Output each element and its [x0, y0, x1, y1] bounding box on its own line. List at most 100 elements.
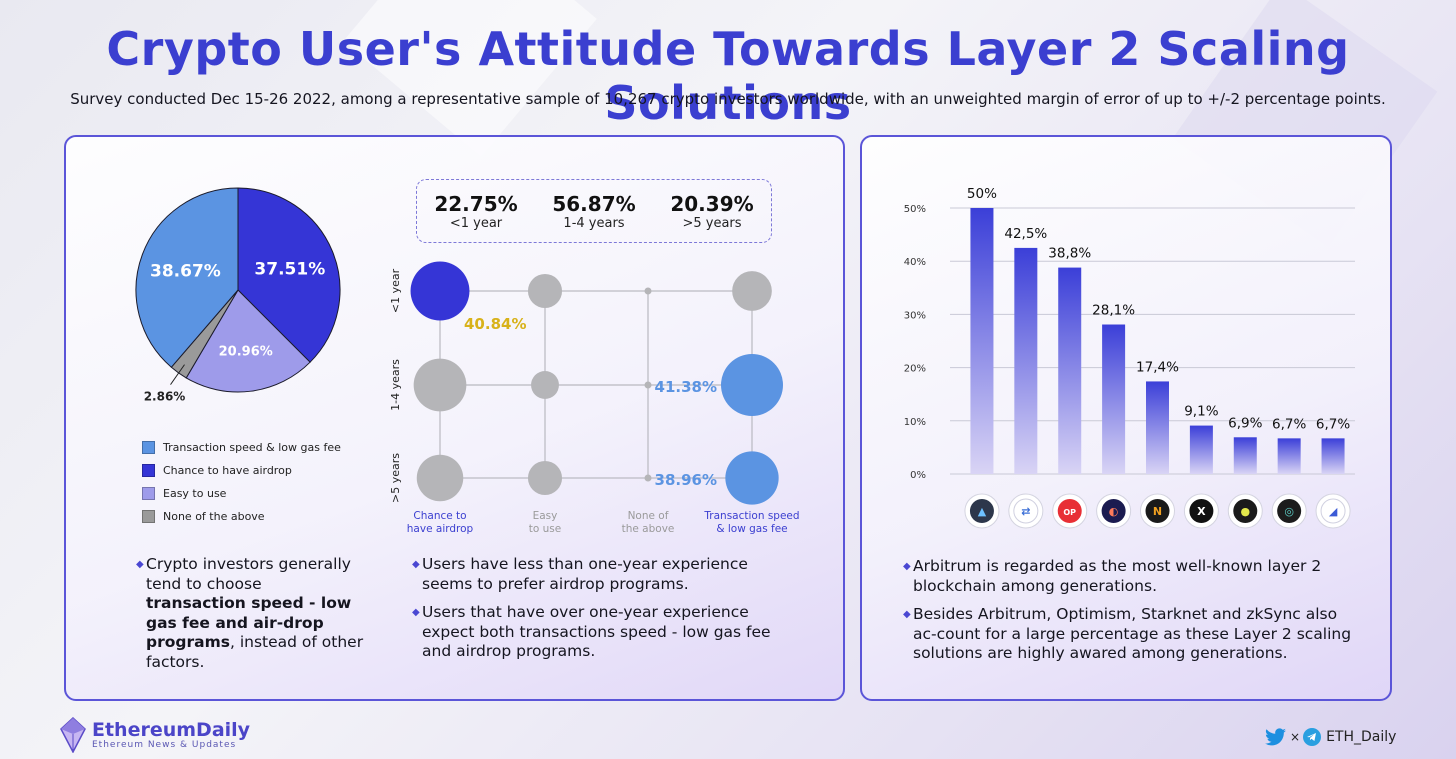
- right-panel: [860, 135, 1392, 701]
- bar-value-label: 17,4%: [1136, 359, 1179, 375]
- bullet-icon: ◆: [136, 559, 144, 570]
- matrix-column-label: the above: [622, 523, 675, 535]
- twitter-icon[interactable]: [1265, 728, 1287, 746]
- icon-disc: [1233, 499, 1258, 523]
- note-text: Users that have over one-year experience…: [422, 603, 771, 660]
- stat-less-1-year: 22.75% <1 year: [434, 192, 517, 231]
- note-text: Crypto investors generally tend to choos…: [146, 555, 351, 593]
- matrix-column-label: None of: [628, 510, 669, 522]
- matrix-bubble: [644, 474, 652, 482]
- y-tick-label: 20%: [904, 364, 926, 375]
- stat-value: 56.87%: [552, 191, 636, 216]
- page-title: Crypto User's Attitude Towards Layer 2 S…: [106, 22, 1350, 130]
- matrix-bubble: [644, 287, 652, 295]
- note-paragraph: ◆ Crypto investors generally tend to cho…: [136, 555, 366, 672]
- matrix-row-label: <1 year: [389, 268, 402, 313]
- note-paragraph: ◆ Users that have over one-year experien…: [412, 603, 782, 662]
- matrix-row-label: 1-4 years: [389, 359, 402, 411]
- bar: [1233, 437, 1257, 474]
- y-tick-label: 0%: [910, 470, 926, 481]
- matrix-column-label: Chance to: [413, 510, 466, 522]
- separator-x: ×: [1290, 730, 1301, 744]
- legend-item: Easy to use: [142, 482, 341, 505]
- note-text: Users have less than one-year experience…: [422, 555, 748, 593]
- matrix-highlight-label: 41.38%: [655, 378, 717, 396]
- matrix-highlight-label: 40.84%: [464, 315, 526, 333]
- icon-disc: [1320, 498, 1346, 524]
- bar-value-label: 6,7%: [1272, 416, 1306, 432]
- pie-slice-label: 38.67%: [150, 261, 221, 281]
- bar-value-label: 9,1%: [1184, 404, 1218, 420]
- brand-logo: EthereumDaily Ethereum News & Updates: [60, 717, 250, 753]
- bar: [970, 208, 994, 474]
- matrix-bubble: [725, 451, 779, 505]
- note-right: ◆ Arbitrum is regarded as the most well-…: [903, 557, 1363, 673]
- bar: [1014, 247, 1038, 474]
- icon-glyph: ◎: [1284, 505, 1294, 518]
- legend-item: None of the above: [142, 505, 341, 528]
- pie-slice: [135, 187, 239, 368]
- matrix-bubble: [721, 354, 783, 416]
- pie-slice-label: 20.96%: [219, 344, 273, 359]
- icon-disc: [1057, 499, 1082, 523]
- bubble-matrix-chart: 40.84% 41.38% 38.96% <1 year 1-4 years >5 yea…: [389, 261, 800, 535]
- project-logo-icon: ⇄: [1008, 493, 1044, 529]
- note-paragraph: ◆ Users have less than one-year experien…: [412, 555, 782, 594]
- project-logo-icon: ▲: [964, 493, 1000, 529]
- icon-glyph: ◢: [1329, 505, 1338, 518]
- note-text: , instead of other factors.: [146, 633, 364, 671]
- note-left: ◆ Crypto investors generally tend to cho…: [136, 555, 366, 681]
- icon-glyph: OP: [1063, 508, 1076, 517]
- note-bold-text: transaction speed - low gas fee and air-…: [146, 594, 352, 651]
- matrix-highlight-label: 38.96%: [655, 471, 717, 489]
- matrix-bubble: [413, 358, 467, 412]
- legend-label: Chance to have airdrop: [163, 464, 292, 477]
- pie-slice: [185, 289, 311, 393]
- project-logo-icon: OP: [1052, 493, 1088, 529]
- logo-subtitle: Ethereum News & Updates: [92, 740, 237, 750]
- pie-chart: 37.51% 20.96% 2.86% 38.67%: [135, 187, 341, 404]
- icon-disc: [1013, 498, 1039, 524]
- handle-text[interactable]: ETH_Daily: [1326, 729, 1397, 745]
- y-tick-label: 30%: [904, 310, 926, 321]
- legend-swatch: [142, 510, 155, 523]
- bullet-icon: ◆: [412, 559, 420, 570]
- stat-label: 1-4 years: [563, 215, 625, 231]
- icon-disc: [1101, 499, 1126, 523]
- note-paragraph: ◆ Besides Arbitrum, Optimism, Starknet a…: [903, 605, 1363, 664]
- pie-legend: Transaction speed & low gas fee Chance t…: [142, 436, 341, 528]
- icon-glyph: X: [1197, 505, 1206, 518]
- y-tick-label: 50%: [904, 204, 926, 215]
- legend-item: Transaction speed & low gas fee: [142, 436, 341, 459]
- pie-slice: [237, 187, 341, 363]
- bar-chart: 0% 10% 20% 30% 40% 50% 50% ▲ 42,5% ⇄ 38,8% OP 28,1% ◐…: [904, 186, 1355, 529]
- note-text: Besides Arbitrum, Optimism, Starknet and…: [913, 605, 1352, 662]
- icon-disc: [1145, 499, 1170, 523]
- stat-value: 20.39%: [670, 191, 754, 216]
- icon-glyph: ▲: [978, 505, 987, 518]
- bullet-icon: ◆: [903, 561, 911, 572]
- bullet-icon: ◆: [412, 607, 420, 618]
- icon-glyph: ●: [1240, 505, 1250, 518]
- bar: [1058, 267, 1082, 474]
- bar: [1321, 438, 1345, 474]
- project-logo-icon: ●: [1227, 493, 1263, 529]
- matrix-column-label: Easy: [533, 510, 558, 522]
- bullet-icon: ◆: [903, 609, 911, 620]
- pie-label-leader: [170, 364, 185, 385]
- matrix-bubble: [732, 271, 772, 311]
- matrix-bubble: [527, 273, 563, 309]
- pie-slice-label: 2.86%: [144, 390, 186, 404]
- telegram-icon[interactable]: [1303, 728, 1322, 746]
- y-tick-label: 40%: [904, 257, 926, 268]
- stat-over-5-years: 20.39% >5 years: [670, 192, 753, 231]
- page-subtitle: Survey conducted Dec 15-26 2022, among a…: [70, 90, 1386, 108]
- matrix-column-label: have airdrop: [407, 523, 474, 535]
- project-logo-icon: N: [1140, 493, 1175, 529]
- matrix-bubble: [527, 460, 563, 496]
- matrix-column-label: & low gas fee: [716, 523, 787, 535]
- project-logo-icon: ◢: [1315, 493, 1351, 529]
- stat-1-4-years: 56.87% 1-4 years: [552, 192, 635, 231]
- legend-swatch: [142, 441, 155, 454]
- bar: [1189, 425, 1213, 474]
